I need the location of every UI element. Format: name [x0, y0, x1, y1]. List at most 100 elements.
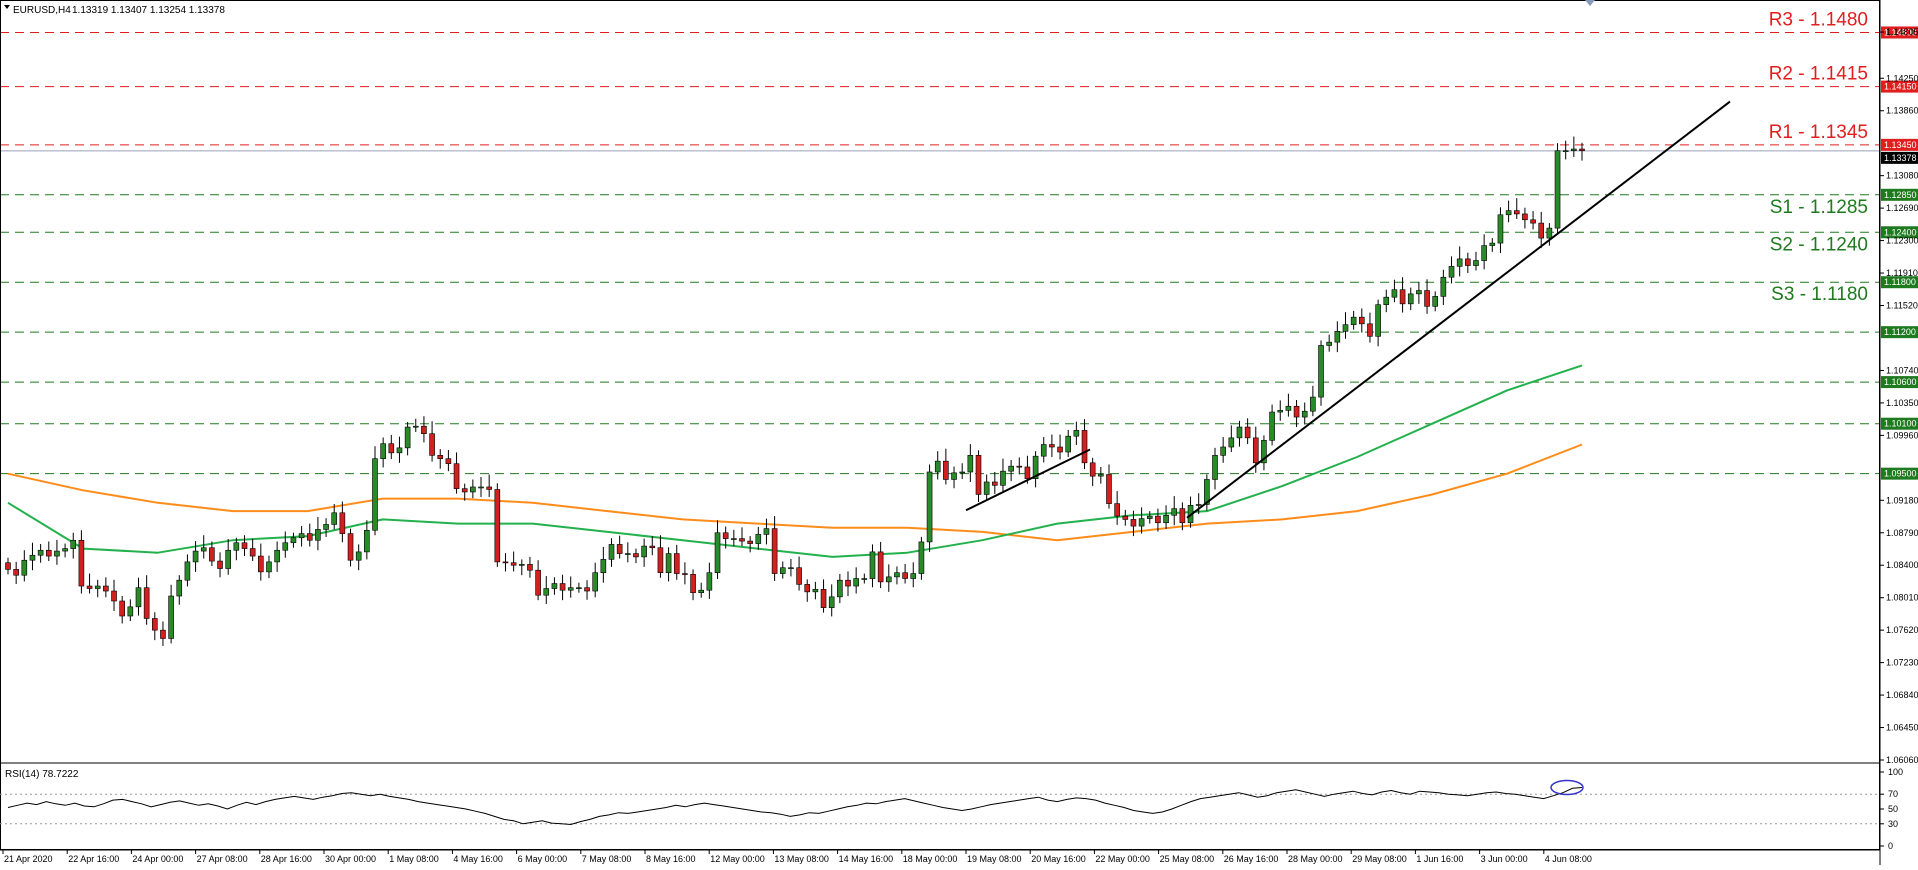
trendline[interactable]: [965, 448, 1091, 512]
candle: [1530, 211, 1536, 230]
candle: [1350, 310, 1357, 330]
candle: [1407, 287, 1414, 311]
price-tick-label: 1.07620: [1886, 625, 1918, 635]
candle: [934, 451, 941, 480]
candle: [143, 575, 150, 625]
candle: [1040, 437, 1047, 463]
candle: [812, 581, 819, 600]
candle: [567, 576, 574, 598]
candle: [910, 562, 917, 588]
candle: [943, 448, 949, 485]
candle: [1122, 509, 1129, 526]
candle: [1049, 434, 1055, 458]
candle: [1277, 400, 1284, 421]
collapse-triangle-icon[interactable]: [4, 5, 10, 9]
candle: [1375, 299, 1381, 347]
candle: [1171, 496, 1178, 526]
candle: [1579, 142, 1585, 161]
candle: [94, 579, 101, 598]
level-price-tag: [1881, 188, 1918, 201]
candle: [461, 483, 468, 501]
price-tick-label: 1.08010: [1886, 593, 1918, 603]
price-tick-label: 1.06840: [1886, 690, 1918, 700]
shift-marker-icon[interactable]: [1585, 0, 1595, 6]
candle: [453, 452, 460, 494]
candle: [331, 504, 338, 530]
candle: [372, 446, 378, 536]
candle: [665, 547, 672, 582]
level-price-tag-label: 1.14150: [1884, 82, 1917, 92]
candle: [70, 532, 77, 559]
time-tick-label: 1 Jun 16:00: [1416, 854, 1463, 864]
candle: [706, 562, 713, 599]
candle: [160, 621, 166, 646]
candle: [1440, 269, 1447, 306]
candle: [258, 543, 264, 581]
price-tick-label: 1.13860: [1886, 106, 1918, 116]
candle: [478, 476, 484, 497]
candle: [502, 553, 509, 572]
candle: [486, 474, 492, 497]
candle: [1269, 404, 1275, 446]
candle: [625, 542, 631, 563]
trendlines-layer: [965, 100, 1731, 519]
time-tick-label: 27 Apr 08:00: [197, 854, 248, 864]
candle: [796, 556, 802, 591]
candle: [1473, 251, 1479, 271]
candle: [1057, 434, 1063, 460]
candle: [274, 541, 280, 572]
candle: [1456, 246, 1463, 277]
level-price-tag-label: 1.13450: [1884, 140, 1917, 150]
candle: [576, 582, 582, 593]
candle: [828, 584, 835, 617]
candle: [1432, 291, 1439, 312]
time-tick-label: 20 May 16:00: [1031, 854, 1086, 864]
candle: [1571, 136, 1577, 157]
level-label-resistance: R3 - 1.1480: [1769, 9, 1868, 30]
level-price-tag: [1881, 26, 1918, 39]
time-axis-layer: 21 Apr 2020 22 Apr 16:00 24 Apr 00:00 27 Ap…: [2, 850, 1592, 864]
candle: [298, 526, 305, 547]
candle: [192, 541, 199, 572]
chart-frame: [0, 0, 1880, 850]
candle: [168, 584, 174, 644]
price-tick-label: 1.11910: [1886, 268, 1918, 278]
candle: [1334, 321, 1341, 353]
candle: [421, 416, 427, 443]
price-tick-label: 1.14250: [1886, 73, 1918, 83]
candle: [1301, 402, 1308, 425]
rsi-tick-label: 0: [1888, 841, 1893, 851]
candle: [1114, 491, 1120, 525]
candle: [1073, 421, 1080, 445]
candle: [1195, 493, 1202, 515]
candle: [21, 550, 28, 582]
time-tick-label: 24 Apr 00:00: [132, 854, 183, 864]
current-price-tag-label: 1.13378: [1884, 153, 1917, 163]
candle: [1228, 425, 1235, 453]
ma-slow-line: [7, 443, 1583, 542]
candle: [1106, 464, 1112, 509]
time-tick-label: 25 May 08:00: [1160, 854, 1215, 864]
candle: [608, 538, 615, 567]
candle: [1024, 455, 1031, 484]
candle: [992, 471, 998, 495]
candle: [37, 543, 44, 563]
candle: [1416, 281, 1422, 304]
time-tick-label: 21 Apr 2020: [4, 854, 53, 864]
trendline[interactable]: [1186, 100, 1731, 519]
candle: [510, 551, 517, 572]
candle: [1065, 429, 1072, 458]
price-tick-label: 1.13080: [1886, 171, 1918, 181]
candle: [1236, 420, 1243, 447]
rsi-tick-label: 50: [1888, 804, 1898, 814]
candle: [315, 516, 321, 551]
candle: [200, 535, 207, 559]
price-tick-label: 1.10740: [1886, 365, 1918, 375]
candle: [412, 418, 419, 433]
candle: [339, 501, 346, 543]
rsi-tick-label: 70: [1888, 789, 1898, 799]
levels-layer: R3 - 1.1480 1.14800 R2 - 1.1415 1.14150 R1 -…: [0, 9, 1918, 480]
candle: [1008, 459, 1014, 482]
candle: [771, 516, 778, 582]
candle: [673, 544, 680, 580]
